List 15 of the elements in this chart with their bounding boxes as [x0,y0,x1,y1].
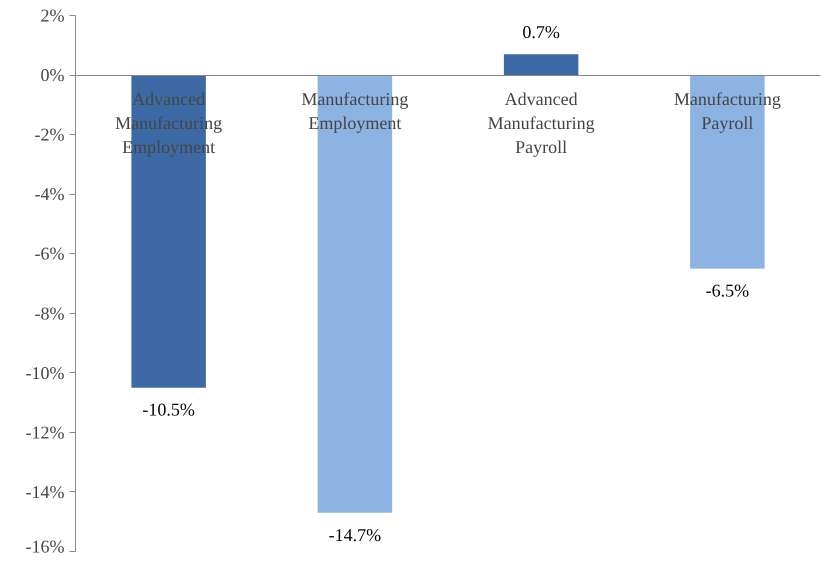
y-tick-label: -4% [34,184,65,204]
y-tick-label: -6% [34,244,65,264]
y-tick-label: -8% [34,303,65,324]
data-label: -10.5% [142,400,195,420]
y-tick-label: 2% [40,6,65,26]
data-label: -14.7% [328,524,382,545]
y-tick-label: -2% [34,124,65,145]
x-tick-label: Advanced Manufacturing Payroll [488,89,595,158]
y-tick-label: -14% [26,482,65,502]
y-tick-label: -12% [26,422,65,442]
y-tick-label: 0% [40,65,65,86]
data-label: -6.5% [706,280,750,301]
y-tick-label: -16% [26,536,65,556]
y-tick-label: -10% [26,362,65,383]
data-label: 0.7% [522,22,560,42]
